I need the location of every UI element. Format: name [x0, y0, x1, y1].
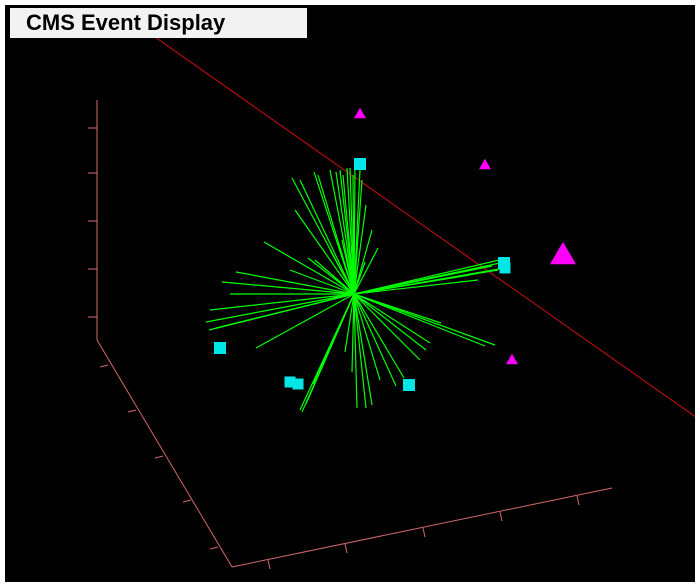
- track-line: [335, 171, 355, 295]
- track-line: [353, 247, 379, 295]
- axis-tick: [422, 527, 426, 538]
- cyan-square-marker: [354, 158, 366, 170]
- track-line: [353, 229, 373, 295]
- 3d-viewport[interactable]: [5, 5, 695, 582]
- tracks-group: [205, 167, 509, 413]
- track-line: [209, 293, 355, 311]
- axis-diagonal: [96, 339, 233, 568]
- magenta-triangle-marker: [354, 107, 366, 119]
- cyan-square-marker: [214, 342, 226, 354]
- track-line: [353, 293, 381, 381]
- track-line: [342, 174, 355, 295]
- track-line: [341, 239, 355, 295]
- track-line: [353, 274, 471, 295]
- track-line: [294, 209, 355, 295]
- track-line: [353, 293, 421, 361]
- track-line: [353, 265, 493, 295]
- track-line: [289, 269, 355, 295]
- track-line: [215, 293, 355, 329]
- axis-horizontal: [231, 487, 613, 568]
- triangle-markers: [354, 107, 576, 365]
- track-line: [353, 204, 367, 295]
- cyan-square-marker: [403, 379, 415, 391]
- magenta-triangle-marker: [479, 158, 491, 170]
- track-line: [353, 293, 397, 387]
- axis-tick: [499, 511, 503, 522]
- track-line: [353, 293, 367, 409]
- track-line: [353, 293, 358, 409]
- track-line: [205, 293, 355, 323]
- track-line: [329, 249, 355, 295]
- track-line: [353, 293, 486, 347]
- track-line: [353, 179, 363, 295]
- track-line: [353, 167, 356, 295]
- beam-line: [127, 17, 695, 418]
- magenta-triangle-marker: [506, 353, 518, 365]
- axis-tick: [154, 455, 164, 459]
- track-line: [319, 293, 355, 373]
- track-line: [344, 293, 355, 353]
- axis-tick: [182, 499, 192, 503]
- axis-tick: [209, 546, 219, 550]
- track-line: [353, 279, 479, 295]
- axis-tick: [344, 543, 348, 554]
- track-line: [221, 281, 355, 295]
- track-line: [353, 293, 427, 351]
- square-markers: [214, 158, 511, 391]
- cyan-square-marker: [292, 378, 304, 390]
- axis-tick: [576, 495, 580, 506]
- track-line: [353, 293, 496, 346]
- axis-tick: [99, 364, 109, 368]
- track-line: [235, 271, 355, 295]
- track-line: [353, 293, 373, 406]
- track-line: [299, 179, 355, 295]
- track-line: [353, 293, 431, 344]
- axis-tick: [127, 409, 137, 413]
- display-title: CMS Event Display: [10, 8, 307, 38]
- axis-tick: [267, 559, 271, 570]
- track-line: [339, 249, 355, 295]
- axes-frame: [88, 100, 613, 570]
- magenta-triangle-marker: [550, 241, 576, 265]
- cyan-square-marker: [284, 376, 296, 388]
- track-line: [351, 293, 355, 373]
- track-line: [353, 261, 366, 295]
- track-line: [314, 259, 355, 295]
- event-scene[interactable]: [5, 5, 695, 582]
- track-line: [353, 293, 405, 379]
- track-line: [263, 241, 355, 295]
- cyan-square-marker: [499, 262, 511, 274]
- track-line: [255, 293, 355, 349]
